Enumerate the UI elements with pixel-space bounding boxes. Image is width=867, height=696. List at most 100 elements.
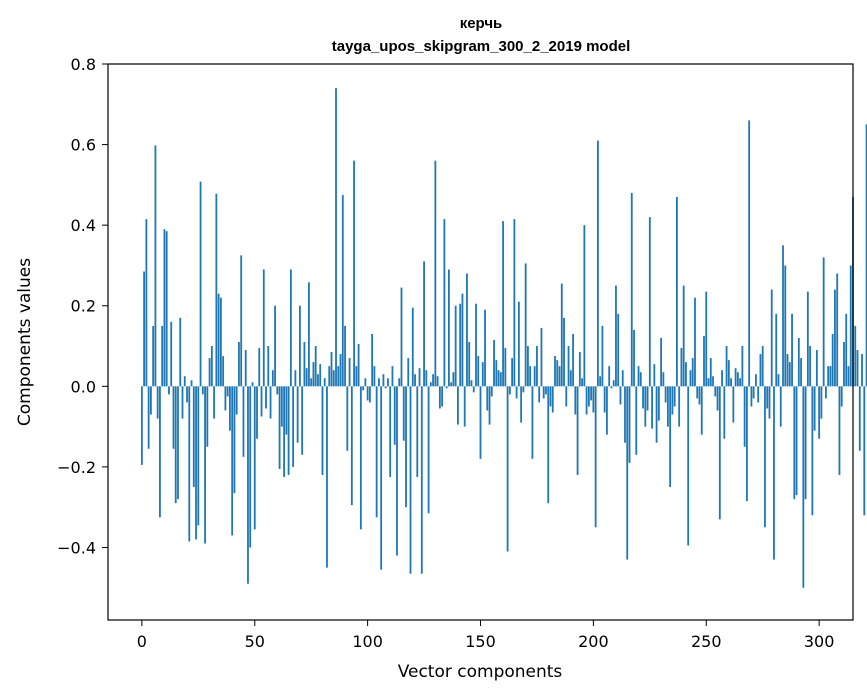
bar — [648, 217, 651, 387]
bar — [396, 386, 398, 556]
bar — [533, 366, 536, 387]
bar — [380, 386, 383, 570]
bar — [348, 358, 351, 387]
bar — [213, 386, 216, 419]
bar — [206, 386, 209, 447]
bar — [339, 354, 342, 387]
bar — [468, 342, 471, 387]
bar — [775, 313, 778, 387]
bar — [432, 374, 434, 387]
bar — [226, 386, 229, 397]
bar — [416, 386, 419, 477]
bar — [199, 181, 202, 387]
bar — [755, 374, 757, 387]
bar — [545, 386, 547, 395]
bar — [499, 372, 502, 387]
bar — [517, 301, 520, 387]
bar — [296, 386, 299, 443]
x-tick-label: 50 — [245, 632, 265, 651]
bar — [827, 366, 830, 387]
bar — [594, 386, 597, 528]
bar — [364, 378, 367, 387]
bar — [312, 362, 315, 387]
bar — [838, 386, 841, 475]
bar — [197, 386, 200, 526]
bar — [538, 386, 541, 403]
bar — [804, 386, 807, 500]
bar — [208, 358, 211, 387]
bar — [454, 305, 457, 387]
bar — [344, 325, 346, 387]
bar — [504, 348, 507, 387]
x-tick-label: 0 — [137, 632, 147, 651]
bar — [168, 386, 170, 395]
bar — [529, 366, 532, 387]
bar — [303, 342, 306, 387]
bar — [619, 386, 622, 405]
bar — [368, 386, 371, 403]
bar — [784, 265, 787, 387]
bar — [583, 225, 586, 387]
bar — [289, 269, 292, 387]
bar — [563, 317, 565, 387]
bar — [718, 386, 721, 520]
bar — [664, 386, 667, 403]
bar — [265, 386, 267, 409]
bar — [646, 386, 649, 411]
bar — [472, 386, 475, 393]
bar — [484, 309, 486, 387]
bar — [420, 386, 423, 574]
bar — [574, 386, 577, 415]
bar — [461, 293, 464, 387]
bar — [332, 370, 335, 387]
bar — [452, 372, 455, 387]
bar — [716, 386, 719, 411]
bar — [515, 386, 518, 399]
bar — [201, 386, 204, 395]
bar — [615, 285, 617, 387]
bar — [540, 327, 543, 387]
bar — [233, 386, 236, 494]
bar — [319, 364, 322, 387]
bar — [405, 386, 407, 508]
bar — [292, 386, 295, 467]
bar — [642, 386, 644, 409]
bar — [391, 366, 394, 387]
bar — [861, 354, 863, 387]
bar — [159, 386, 161, 518]
bar — [700, 386, 703, 435]
bar — [621, 370, 624, 387]
bar — [547, 386, 550, 504]
bar — [269, 386, 272, 419]
bar — [414, 374, 416, 387]
bar — [651, 386, 653, 429]
bar — [705, 291, 708, 387]
bar — [858, 386, 861, 451]
bar — [147, 386, 150, 449]
bar — [565, 386, 568, 407]
bar — [407, 358, 410, 387]
bar — [691, 358, 694, 387]
bar — [576, 386, 579, 475]
bar — [522, 386, 525, 393]
bar — [732, 386, 735, 423]
bar — [748, 120, 751, 387]
bar — [818, 386, 821, 439]
bar — [856, 350, 859, 387]
bar — [249, 386, 252, 548]
bar — [481, 362, 484, 387]
bar — [630, 192, 633, 387]
bar — [183, 376, 186, 387]
bar — [813, 386, 816, 431]
bar — [353, 160, 355, 387]
bar — [152, 325, 155, 387]
bar — [610, 386, 613, 389]
bar — [224, 386, 227, 411]
bar — [676, 196, 678, 387]
bar — [143, 271, 146, 387]
bar — [840, 386, 843, 407]
bar — [479, 386, 482, 459]
bar — [730, 378, 732, 387]
bar — [797, 337, 800, 387]
bar — [635, 386, 638, 455]
